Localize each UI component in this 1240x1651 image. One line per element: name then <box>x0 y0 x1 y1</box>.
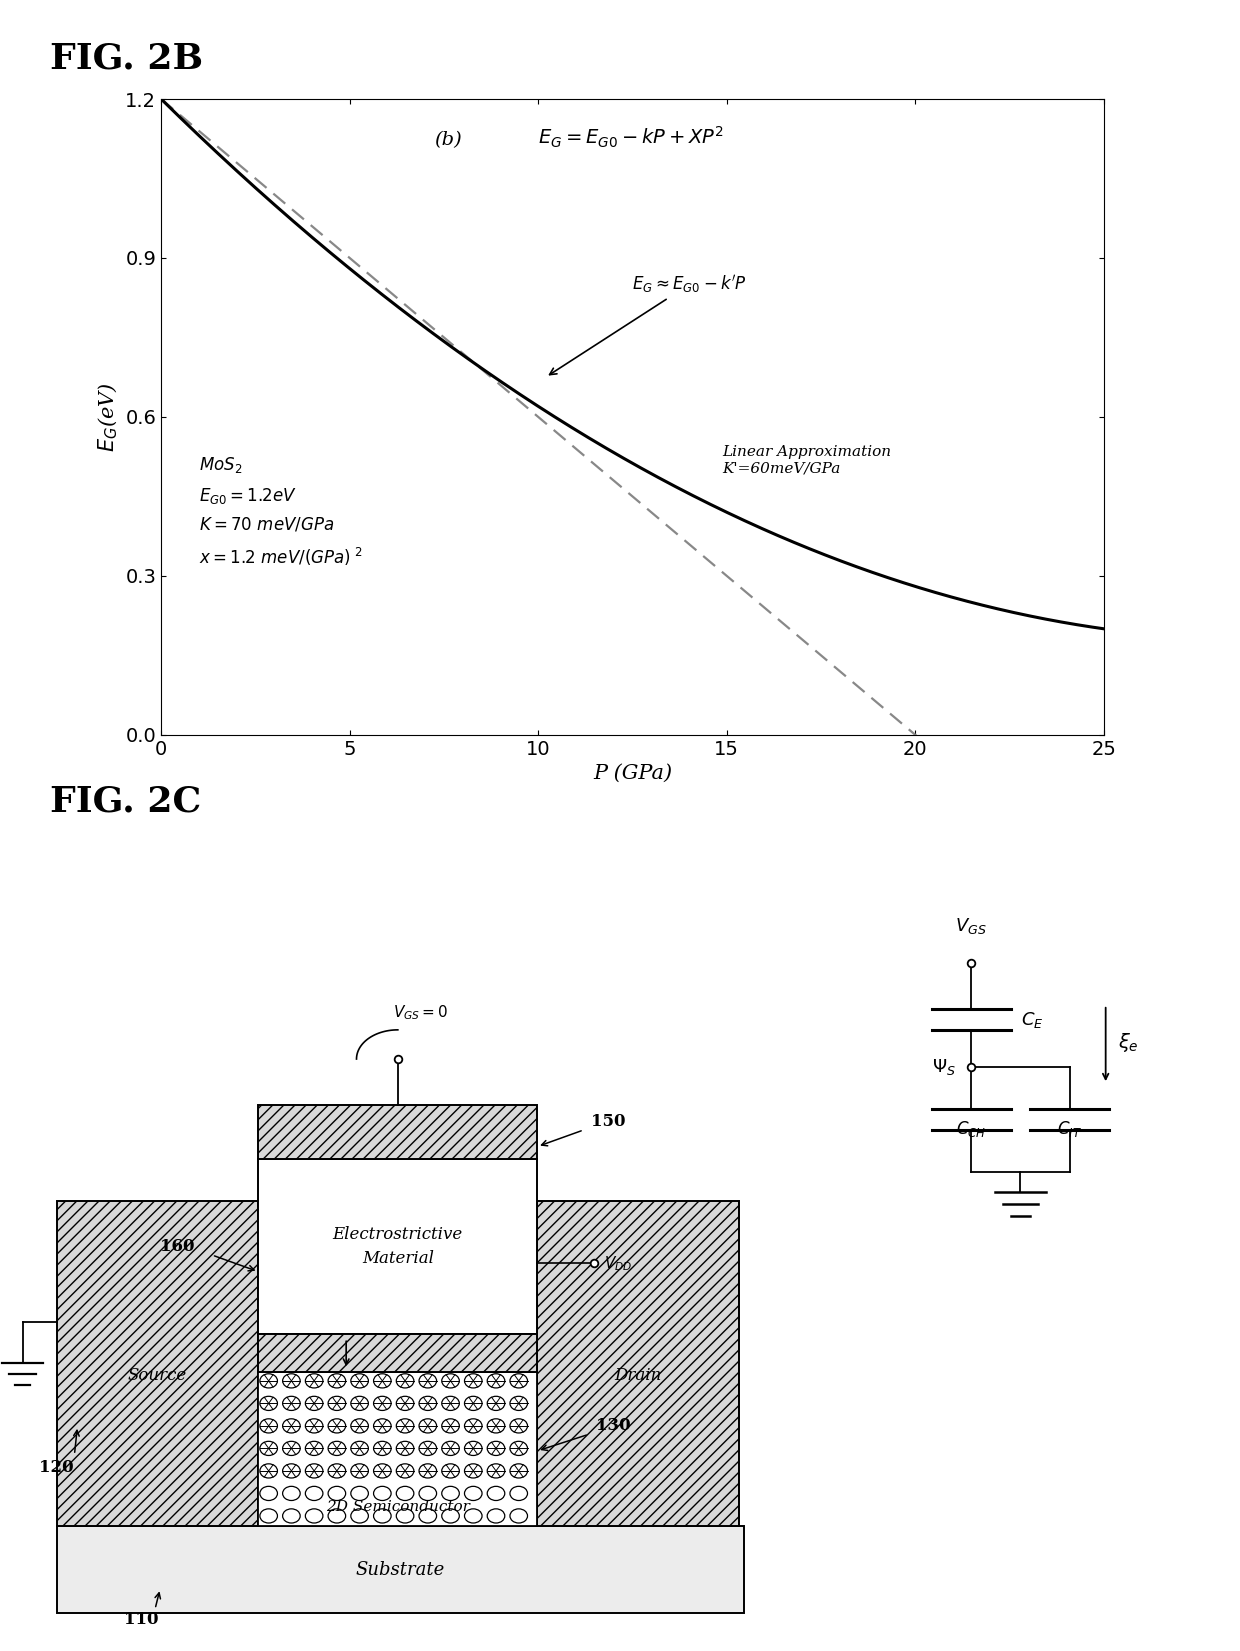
Text: $C_{CH}$: $C_{CH}$ <box>956 1119 986 1139</box>
Bar <box>57 1200 258 1526</box>
Bar <box>258 1105 537 1159</box>
Text: 130: 130 <box>596 1418 631 1435</box>
Text: Linear Approximation
K'=60meV/GPa: Linear Approximation K'=60meV/GPa <box>722 446 892 475</box>
Text: $\Psi_S$: $\Psi_S$ <box>932 1057 956 1078</box>
Text: $MoS_2$
$E_{G0} = 1.2eV$
$K = 70\ meV/GPa$
$x = 1.2\ meV/(GPa)^{\ 2}$: $MoS_2$ $E_{G0} = 1.2eV$ $K = 70\ meV/GP… <box>198 456 362 568</box>
Text: 110: 110 <box>124 1611 159 1628</box>
Text: $V_{GS}$: $V_{GS}$ <box>956 916 987 936</box>
Text: 120: 120 <box>40 1459 74 1476</box>
Text: Electrostrictive
Material: Electrostrictive Material <box>332 1227 463 1266</box>
Text: $C_E$: $C_E$ <box>1021 1010 1043 1030</box>
Text: FIG. 2C: FIG. 2C <box>50 784 201 819</box>
Text: $V_{GS}=0$: $V_{GS}=0$ <box>393 1002 448 1022</box>
Text: 150: 150 <box>591 1113 625 1129</box>
Text: $V_{DD}$: $V_{DD}$ <box>605 1255 632 1273</box>
Text: Drain: Drain <box>614 1367 662 1384</box>
Text: Substrate: Substrate <box>356 1560 445 1578</box>
X-axis label: P (GPa): P (GPa) <box>593 764 672 783</box>
Text: $E_G \approx E_{G0} - k'P$: $E_G \approx E_{G0} - k'P$ <box>549 272 748 375</box>
Text: $\xi_e$: $\xi_e$ <box>1118 1030 1138 1053</box>
Text: FIG. 2B: FIG. 2B <box>50 41 202 76</box>
Bar <box>57 1526 744 1613</box>
Bar <box>258 1372 537 1526</box>
Bar <box>258 1159 537 1334</box>
Text: $C_{IT}$: $C_{IT}$ <box>1056 1119 1083 1139</box>
Text: Source: Source <box>128 1367 187 1384</box>
Text: (b): (b) <box>434 130 463 149</box>
Text: 160: 160 <box>160 1238 195 1255</box>
Bar <box>537 1200 739 1526</box>
Y-axis label: $E_G$(eV): $E_G$(eV) <box>97 381 120 452</box>
Bar <box>258 1334 537 1372</box>
Text: $E_G = E_{G0} - kP + XP^2$: $E_G = E_{G0} - kP + XP^2$ <box>538 124 724 150</box>
Text: 2D Semiconductor: 2D Semiconductor <box>326 1499 470 1514</box>
